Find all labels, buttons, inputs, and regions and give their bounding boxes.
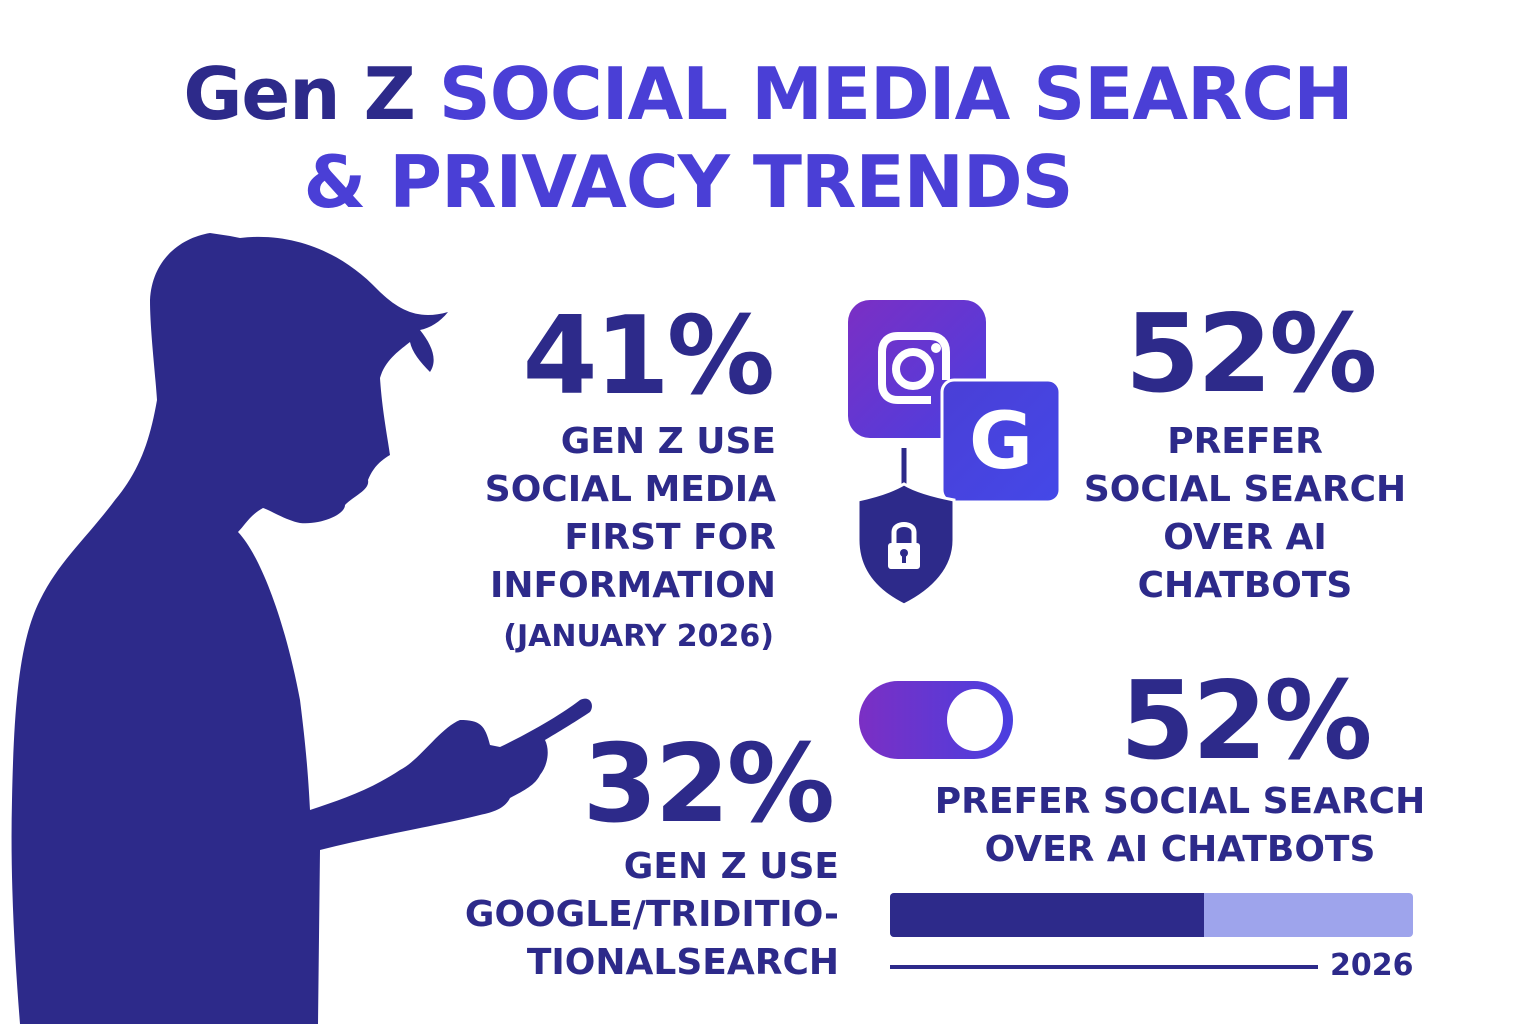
progress-fill [890,893,1204,937]
stat-52-bottom-value: 52% [1120,659,1373,784]
title-line-1: Gen Z SOCIAL MEDIA SEARCH [0,52,1536,136]
shield-lock-icon [856,482,956,607]
social-search-progress-bar [890,893,1413,937]
svg-text:G: G [969,397,1033,487]
title-line-2: & PRIVACY TRENDS [0,140,1456,224]
stat-41-label: GEN Z USE SOCIAL MEDIA FIRST FOR INFORMA… [484,421,776,606]
timeline-line [890,965,1318,969]
social-privacy-icons: G [848,300,1062,607]
stat-52-top-label: PREFER SOCIAL SEARCH OVER AI CHATBOTS [1083,421,1407,606]
person-with-phone-silhouette [11,233,592,1024]
stat-41-date: (JANUARY 2026) [503,619,774,654]
stat-52-bottom-label: PREFER SOCIAL SEARCH OVER AI CHATBOTS [934,781,1426,870]
google-g-icon: G [940,378,1062,504]
stat-41-value: 41% [522,294,775,419]
title-social-media-search: SOCIAL MEDIA SEARCH [414,52,1354,136]
toggle-knob [947,689,1003,751]
stat-32-label: GEN Z USE GOOGLE/TRIDITIO- TIONALSEARCH [464,846,839,983]
title-privacy-trends: & PRIVACY TRENDS [303,140,1073,224]
timeline-year-label: 2026 [1330,948,1414,983]
stat-52-top-value: 52% [1125,292,1378,417]
title-gen-z: Gen Z [183,52,415,136]
privacy-toggle[interactable] [859,681,1013,759]
stat-32-value: 32% [582,722,835,847]
